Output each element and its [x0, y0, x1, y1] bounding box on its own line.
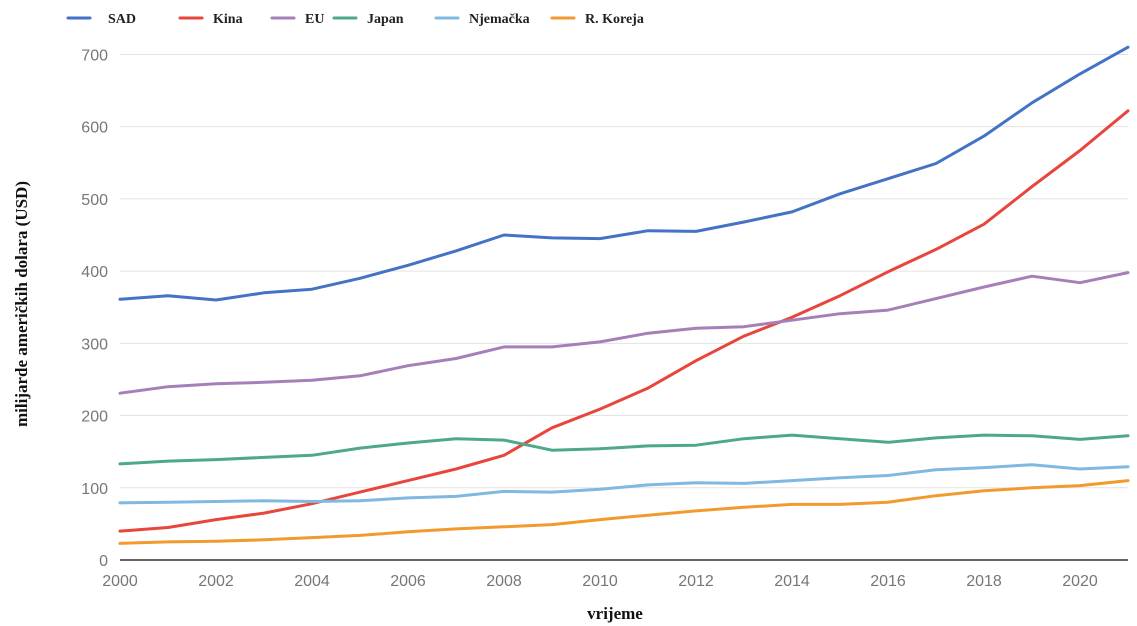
series-line-kina — [118, 109, 1130, 533]
x-tick-label: 2006 — [390, 573, 426, 590]
series-line-sad — [118, 45, 1130, 302]
y-tick-label: 300 — [81, 336, 108, 353]
axes: 0 100 200 300 400 500 600 700 2000 2002 2004 2006 20… — [81, 47, 1098, 590]
y-tick-label: 500 — [81, 192, 108, 209]
x-tick-label: 2004 — [294, 573, 330, 590]
legend-label: EU — [305, 12, 324, 27]
series-line-japan — [118, 433, 1130, 466]
y-tick-label: 700 — [81, 47, 108, 64]
legend-label: Japan — [367, 12, 404, 27]
x-tick-label: 2016 — [870, 573, 906, 590]
x-tick-label: 2002 — [198, 573, 234, 590]
y-tick-label: 100 — [81, 481, 108, 498]
x-tick-label: 2000 — [102, 573, 138, 590]
y-tick-label: 400 — [81, 264, 108, 281]
x-tick-label: 2018 — [966, 573, 1002, 590]
x-axis-title: vrijeme — [587, 604, 643, 623]
legend-label: SAD — [108, 12, 136, 27]
legend-label: Njemačka — [469, 12, 530, 27]
legend-label: R. Koreja — [585, 12, 644, 27]
y-tick-label: 600 — [81, 120, 108, 137]
x-tick-label: 2012 — [678, 573, 714, 590]
series-lines — [118, 45, 1130, 545]
x-tick-label: 2020 — [1062, 573, 1098, 590]
series-line-njema-ka — [118, 463, 1130, 505]
x-tick-label: 2014 — [774, 573, 810, 590]
series-line-r-koreja — [118, 479, 1130, 545]
y-tick-label: 0 — [99, 553, 108, 570]
legend-label: Kina — [213, 12, 243, 27]
grid-lines — [120, 53, 1128, 561]
legend: SAD Kina EU Japan Njemačka R. Koreja — [66, 12, 644, 27]
x-tick-label: 2008 — [486, 573, 522, 590]
x-tick-label: 2010 — [582, 573, 618, 590]
y-tick-label: 200 — [81, 409, 108, 426]
y-axis-title: milijarde američkih dolara (USD) — [12, 181, 31, 427]
series-line-eu — [118, 271, 1130, 395]
